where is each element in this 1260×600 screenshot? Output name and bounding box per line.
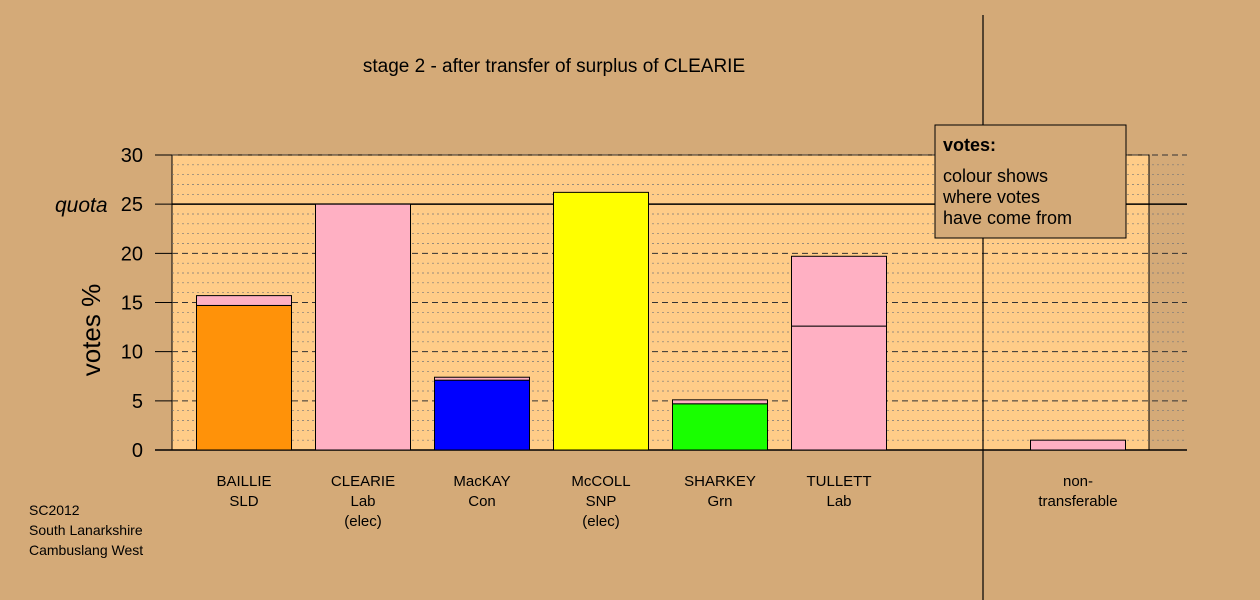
- x-tick-label: Grn: [707, 493, 732, 510]
- legend-text-line: have come from: [943, 208, 1072, 228]
- x-tick-label: SNP: [586, 493, 617, 510]
- y-tick-label: 5: [132, 391, 143, 413]
- y-tick-label: 20: [121, 243, 143, 265]
- footer-ward: Cambuslang West: [29, 542, 144, 558]
- bar-segment: [196, 304, 292, 451]
- bar-segment: [553, 191, 649, 451]
- y-axis: 0 5 10 15 20 25 30: [121, 145, 1187, 462]
- legend-text-line: where votes: [942, 187, 1040, 207]
- x-tick-label: Lab: [350, 493, 375, 510]
- x-tick-label: Lab: [826, 493, 851, 510]
- bar-segment: [672, 399, 768, 405]
- y-tick-label: 15: [121, 293, 143, 315]
- legend: votes: colour shows where votes have com…: [934, 124, 1127, 239]
- bar-segment: [791, 325, 887, 451]
- footer-caption: SC2012 South Lanarkshire Cambuslang West: [29, 500, 143, 560]
- bar-segment: [791, 255, 887, 327]
- quota-label: quota: [55, 194, 108, 217]
- y-tick-label: 25: [121, 194, 143, 216]
- x-tick-label: CLEARIE: [331, 473, 395, 490]
- footer-election: SC2012: [29, 502, 80, 518]
- y-tick-label: 0: [132, 440, 143, 462]
- x-tick-label: (elec): [344, 513, 382, 530]
- y-tick-label: 30: [121, 145, 143, 167]
- y-axis-label: votes %: [76, 284, 106, 377]
- bar-segment: [434, 376, 530, 381]
- y-tick-label: 10: [121, 342, 143, 364]
- x-tick-label: (elec): [582, 513, 620, 530]
- x-axis-labels: BAILLIE SLD CLEARIE Lab (elec) MacKAY Con McCOL…: [216, 473, 1117, 530]
- x-tick-label: McCOLL: [571, 473, 630, 490]
- x-tick-label: SLD: [229, 493, 258, 510]
- bar-segment: [672, 403, 768, 451]
- chart-title: stage 2 - after transfer of surplus of C…: [363, 56, 745, 77]
- bar-segment: [434, 379, 530, 451]
- bar-segment: [196, 295, 292, 306]
- bar-segment: [1030, 439, 1126, 451]
- footer-council: South Lanarkshire: [29, 522, 143, 538]
- x-tick-label: transferable: [1038, 493, 1117, 510]
- x-tick-label: TULLETT: [806, 473, 871, 490]
- bars: [196, 191, 1126, 451]
- legend-box: [934, 124, 1127, 239]
- legend-text-line: colour shows: [943, 166, 1048, 186]
- bar-segment: [315, 203, 411, 451]
- legend-title: votes:: [943, 135, 996, 155]
- x-tick-label: BAILLIE: [216, 473, 271, 490]
- x-tick-label: non-: [1063, 473, 1093, 490]
- x-tick-label: Con: [468, 493, 496, 510]
- x-tick-label: SHARKEY: [684, 473, 756, 490]
- x-tick-label: MacKAY: [453, 473, 510, 490]
